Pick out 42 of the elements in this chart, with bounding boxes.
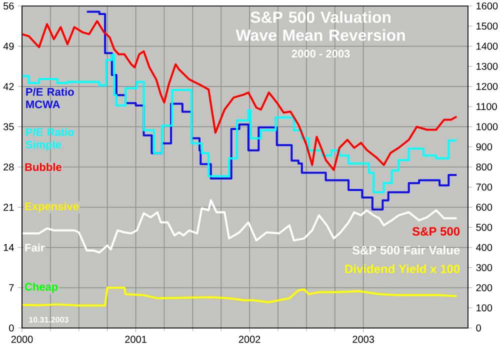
- y2-tick-label: 800: [476, 163, 492, 171]
- y2-tick-label: 500: [476, 224, 492, 231]
- text: 2000 - 2003: [292, 50, 350, 58]
- series-label: Dividend Yield x 100: [345, 264, 460, 274]
- annotation: Fair: [25, 243, 45, 252]
- y2-tick-label: 200: [476, 284, 492, 292]
- y2-tick-label: 1000: [476, 123, 498, 130]
- y2-tick-label: 1600: [476, 2, 498, 10]
- annotation: Expensive: [25, 202, 79, 212]
- y2-tick-label: 1100: [476, 103, 497, 110]
- y2-tick-label: 900: [476, 143, 492, 150]
- y2-tick-label: 1200: [476, 82, 498, 90]
- y-tick-label: 14: [4, 244, 14, 251]
- x-tick-label: 2001: [125, 336, 146, 343]
- text: P/E Ratio MCWA: [26, 88, 74, 108]
- y2-tick-label: 1500: [476, 22, 498, 30]
- y-tick-label: 21: [4, 204, 14, 211]
- series-label: S&P 500 Fair Value: [352, 246, 460, 254]
- y2-tick-label: 700: [476, 184, 492, 191]
- text: S&P 500: [412, 227, 460, 236]
- y-tick-label: 49: [3, 42, 14, 50]
- y-tick-label: 56: [4, 2, 14, 10]
- y-tick-label: 42: [3, 83, 14, 90]
- y2-tick-label: 100: [476, 304, 492, 312]
- annotation: 10.31.2003: [29, 316, 68, 323]
- annotation: Cheap: [25, 282, 58, 293]
- y2-tick-label: 0: [476, 324, 481, 332]
- y-tick-label: 35: [3, 123, 14, 130]
- y2-tick-label: 600: [476, 204, 492, 211]
- y2-tick-label: 1400: [476, 42, 498, 50]
- y2-tick-label: 300: [476, 264, 492, 272]
- y2-tick-label: 1300: [476, 62, 498, 70]
- y-tick-label: 0: [9, 324, 14, 332]
- y-tick-label: 28: [4, 163, 14, 171]
- annotation: Bubble: [25, 162, 62, 172]
- x-tick-label: 2000: [11, 336, 33, 343]
- text: S&P 500 Valuation Wave Mean Reversion: [236, 11, 405, 41]
- y-tick-label: 7: [9, 284, 14, 292]
- x-tick-label: 2003: [352, 336, 374, 343]
- y2-tick-label: 400: [476, 244, 492, 252]
- x-tick-label: 2002: [238, 336, 260, 343]
- text: P/E Ratio Simple: [26, 128, 74, 151]
